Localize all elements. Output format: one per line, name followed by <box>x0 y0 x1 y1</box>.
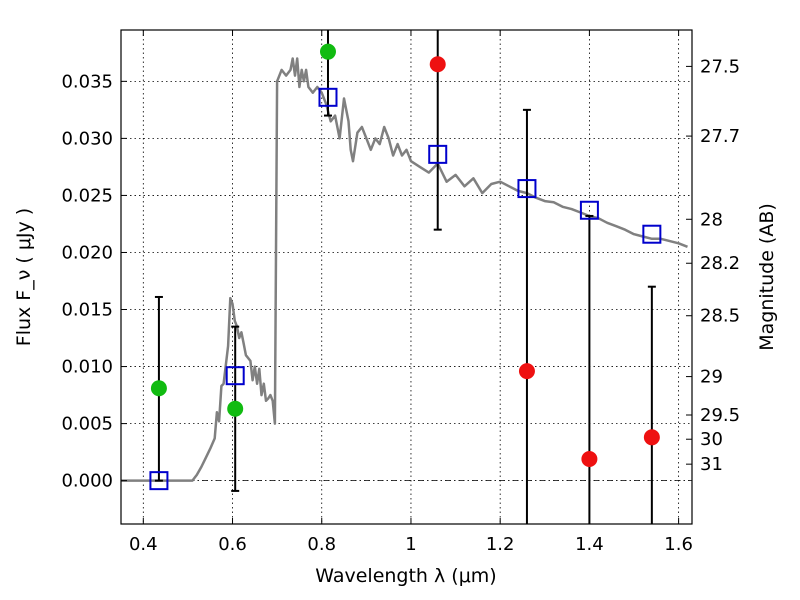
y-tick-label: 0.020 <box>61 242 113 263</box>
x-tick-label: 0.6 <box>218 534 247 555</box>
plot-frame <box>120 29 693 525</box>
x-tick-label: 1.2 <box>486 534 515 555</box>
y-tick-label: 0.005 <box>61 414 113 435</box>
mag-tick-label: 27.7 <box>700 126 740 147</box>
model-photometry-square <box>428 144 448 164</box>
x-tick-label: 0.8 <box>307 534 336 555</box>
mag-tick-label: 29.5 <box>700 405 740 426</box>
mag-tick-label: 28.2 <box>700 253 740 274</box>
x-tick-label: 1 <box>405 534 416 555</box>
y-tick-label: 0.015 <box>61 300 113 321</box>
model-photometry-square <box>642 224 662 244</box>
mag-tick-label: 31 <box>700 454 723 475</box>
error-bars <box>154 30 656 524</box>
mag-tick-label: 28.5 <box>700 306 740 327</box>
mag-tick-label: 30 <box>700 429 723 450</box>
model-spectrum-line <box>121 57 688 482</box>
observed-nir-point <box>643 429 660 446</box>
model-spectrum <box>121 57 688 482</box>
mag-tick-label: 29 <box>700 367 723 388</box>
observed-optical-point <box>150 380 167 397</box>
mag-tick-label: 27.5 <box>700 56 740 77</box>
model-photometry-square <box>517 179 537 199</box>
model-photometry-square <box>579 200 599 220</box>
observed-optical-point <box>227 400 244 417</box>
y-tick-label: 0.030 <box>61 128 113 149</box>
observed-nir-point <box>581 450 598 467</box>
x-axis-label: Wavelength λ (μm) <box>315 565 496 587</box>
y-tick-label: 0.000 <box>61 471 113 492</box>
x-tick-label: 0.4 <box>129 534 158 555</box>
model-photometry-square <box>225 366 245 386</box>
model-photometry-square <box>318 87 338 107</box>
observed-nir-point <box>518 363 535 380</box>
x-tick-label: 1.4 <box>575 534 604 555</box>
observed-nir-point <box>429 56 446 73</box>
y-tick-label: 0.035 <box>61 71 113 92</box>
y-tick-label: 0.025 <box>61 185 113 206</box>
y-axis-label: Flux F_ν ( μJy ) <box>13 208 35 346</box>
y-tick-label: 0.010 <box>61 357 113 378</box>
x-tick-label: 1.6 <box>664 534 693 555</box>
mag-tick-label: 28 <box>700 209 723 230</box>
data-markers <box>149 43 662 491</box>
observed-optical-point <box>319 43 336 60</box>
y2-axis-label: Magnitude (AB) <box>756 203 778 351</box>
axis-ticks: 0.4 0.6 0.8 1 1.2 1.4 1.6 0.000 0.005 0.010 0.015 0… <box>61 30 740 555</box>
model-photometry-square <box>149 471 169 491</box>
